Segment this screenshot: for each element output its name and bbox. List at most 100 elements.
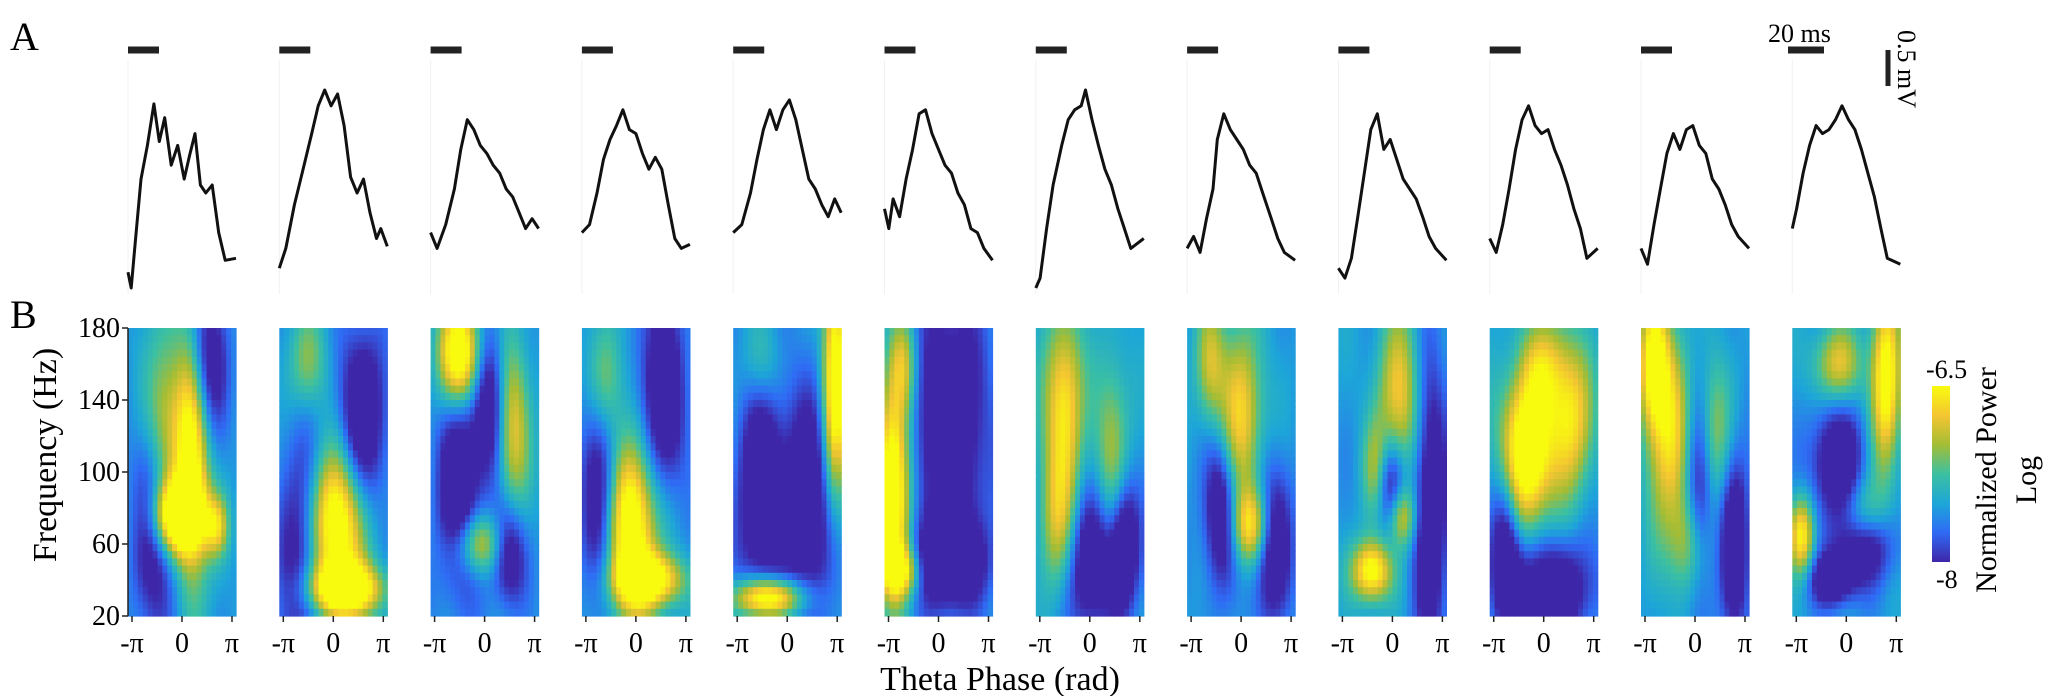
heatmap-cell bbox=[528, 443, 535, 451]
heatmap-cell bbox=[772, 544, 778, 552]
heatmap-cell bbox=[474, 472, 481, 480]
heatmap-cell bbox=[738, 428, 744, 437]
x-tick-label: -π bbox=[120, 628, 143, 659]
heatmap-cell bbox=[967, 436, 974, 444]
heatmap-cell bbox=[509, 342, 515, 351]
heatmap-cell bbox=[206, 479, 213, 487]
heatmap-cell bbox=[489, 385, 496, 394]
heatmap-cell bbox=[474, 572, 481, 581]
heatmap-cell bbox=[226, 551, 232, 559]
heatmap-cell bbox=[836, 572, 842, 581]
heatmap-cell bbox=[826, 457, 832, 466]
heatmap-cell bbox=[816, 364, 823, 372]
heatmap-cell bbox=[289, 335, 295, 343]
spectrogram-panel: -π 0 π bbox=[120, 328, 239, 659]
heatmap-cell bbox=[918, 421, 925, 430]
heatmap-cell bbox=[367, 558, 374, 567]
heatmap-cell bbox=[469, 356, 476, 365]
heatmap-cell bbox=[645, 457, 652, 466]
heatmap-cell bbox=[323, 378, 329, 387]
heatmap-cell bbox=[680, 450, 686, 459]
heatmap-cell bbox=[816, 356, 823, 365]
heatmap-cell bbox=[650, 601, 657, 610]
heatmap-cell bbox=[831, 349, 837, 358]
heatmap-cell bbox=[201, 522, 208, 531]
heatmap-cell bbox=[489, 522, 496, 531]
heatmap-cell bbox=[792, 371, 798, 379]
heatmap-cell bbox=[743, 428, 749, 437]
heatmap-cell bbox=[831, 522, 837, 531]
heatmap-cell bbox=[938, 392, 945, 401]
heatmap-cell bbox=[645, 508, 652, 516]
heatmap-cell bbox=[645, 378, 652, 387]
heatmap-cell bbox=[182, 544, 188, 552]
heatmap-cell bbox=[137, 551, 144, 559]
heatmap-cell bbox=[142, 371, 149, 379]
heatmap-cell bbox=[772, 392, 778, 401]
heatmap-cell bbox=[226, 522, 232, 531]
heatmap-cell bbox=[504, 558, 510, 567]
heatmap-cell bbox=[377, 594, 383, 603]
heatmap-cell bbox=[733, 328, 739, 336]
heatmap-cell bbox=[231, 472, 237, 480]
heatmap-cell bbox=[435, 400, 442, 408]
heatmap-cell bbox=[313, 594, 320, 603]
heatmap-cell bbox=[958, 436, 964, 444]
heatmap-cell bbox=[182, 529, 188, 538]
heatmap-cell bbox=[206, 371, 213, 379]
heatmap-cell bbox=[186, 436, 193, 444]
heatmap-cell bbox=[323, 472, 329, 480]
heatmap-cell bbox=[616, 356, 622, 365]
heatmap-cell bbox=[792, 457, 798, 466]
heatmap-cell bbox=[684, 472, 691, 480]
heatmap-cell bbox=[821, 457, 828, 466]
heatmap-cell bbox=[635, 565, 642, 574]
heatmap-cell bbox=[182, 400, 188, 408]
heatmap-cell bbox=[182, 594, 188, 603]
heatmap-cell bbox=[743, 450, 749, 459]
heatmap-cell bbox=[757, 342, 764, 351]
heatmap-cell bbox=[201, 500, 208, 509]
heatmap-cell bbox=[948, 392, 954, 401]
heatmap-cell bbox=[938, 428, 945, 437]
heatmap-cell bbox=[177, 536, 183, 545]
heatmap-cell bbox=[494, 436, 500, 444]
heatmap-cell bbox=[430, 572, 437, 581]
heatmap-cell bbox=[811, 565, 818, 574]
heatmap-cell bbox=[211, 601, 217, 610]
heatmap-cell bbox=[514, 551, 520, 559]
x-tick-label: π bbox=[528, 628, 542, 659]
heatmap-cell bbox=[450, 565, 456, 574]
heatmap-cell bbox=[670, 515, 676, 523]
heatmap-cell bbox=[772, 328, 778, 336]
heatmap-cell bbox=[279, 385, 285, 394]
heatmap-cell bbox=[606, 472, 612, 480]
heatmap-cell bbox=[787, 529, 793, 538]
heatmap-cell bbox=[162, 414, 168, 423]
heatmap-cell bbox=[201, 587, 208, 595]
heatmap-cell bbox=[167, 378, 173, 387]
heatmap-cell bbox=[464, 371, 471, 379]
heatmap-cell bbox=[289, 378, 295, 387]
heatmap-cell bbox=[455, 428, 461, 437]
heatmap-cell bbox=[621, 493, 627, 502]
heatmap-cell bbox=[226, 544, 232, 552]
heatmap-cell bbox=[660, 436, 666, 444]
heatmap-cell bbox=[377, 428, 383, 437]
heatmap-cell bbox=[289, 342, 295, 351]
heatmap-cell bbox=[303, 500, 310, 509]
heatmap-cell bbox=[792, 464, 798, 473]
heatmap-cell bbox=[186, 328, 193, 336]
heatmap-cell bbox=[206, 565, 213, 574]
heatmap-cell bbox=[182, 450, 188, 459]
heatmap-cell bbox=[142, 328, 149, 336]
heatmap-cell bbox=[226, 536, 232, 545]
heatmap-cell bbox=[289, 371, 295, 379]
heatmap-cell bbox=[128, 472, 134, 480]
heatmap-cell bbox=[987, 464, 994, 473]
heatmap-cell bbox=[231, 421, 237, 430]
heatmap-cell bbox=[294, 544, 300, 552]
heatmap-cell bbox=[147, 580, 154, 588]
heatmap-cell bbox=[958, 450, 964, 459]
heatmap-cell bbox=[469, 464, 476, 473]
